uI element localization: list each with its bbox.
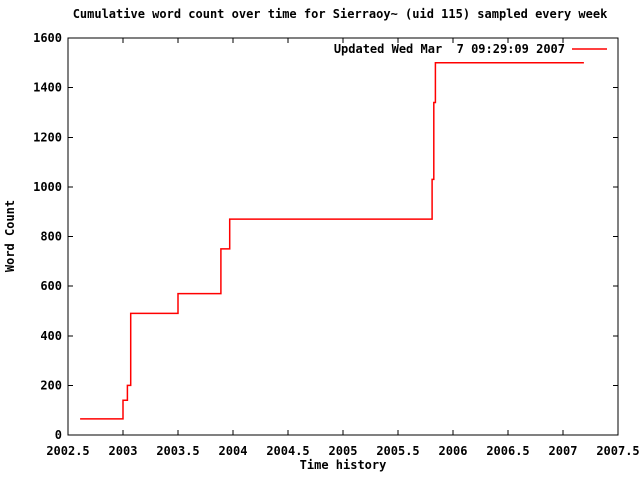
- y-tick-label: 1600: [33, 31, 62, 45]
- x-tick-label: 2002.5: [46, 444, 89, 458]
- y-tick-label: 0: [55, 428, 62, 442]
- y-tick-label: 600: [40, 279, 62, 293]
- plot-border: [67, 37, 619, 436]
- x-tick-label: 2006: [439, 444, 468, 458]
- y-tick-label: 400: [40, 329, 62, 343]
- x-tick-label: 2004: [219, 444, 248, 458]
- x-tick-label: 2005: [329, 444, 358, 458]
- chart-generated-layer: 2002.5 2003 2003.5 2004 2004.5 2005 2005.5 2006…: [33, 31, 640, 458]
- y-tick-label: 200: [40, 378, 62, 392]
- x-tick-label: 2007.5: [596, 444, 639, 458]
- y-tick-label: 1400: [33, 81, 62, 95]
- legend-label: Updated Wed Mar 7 09:29:09 2007: [334, 42, 565, 56]
- x-tick-label: 2005.5: [376, 444, 419, 458]
- x-tick-label: 2006.5: [486, 444, 529, 458]
- x-tick-label: 2003: [109, 444, 138, 458]
- series-step-line: [80, 62, 584, 420]
- x-tick-label: 2004.5: [266, 444, 309, 458]
- y-tick-label: 800: [40, 230, 62, 244]
- chart-title: Cumulative word count over time for Sier…: [73, 7, 608, 21]
- y-tick-label: 1000: [33, 180, 62, 194]
- y-axis-label: Word Count: [3, 200, 17, 272]
- y-tick-label: 1200: [33, 130, 62, 144]
- x-axis-label: Time history: [300, 458, 387, 472]
- x-tick-label: 2003.5: [156, 444, 199, 458]
- x-tick-label: 2007: [549, 444, 578, 458]
